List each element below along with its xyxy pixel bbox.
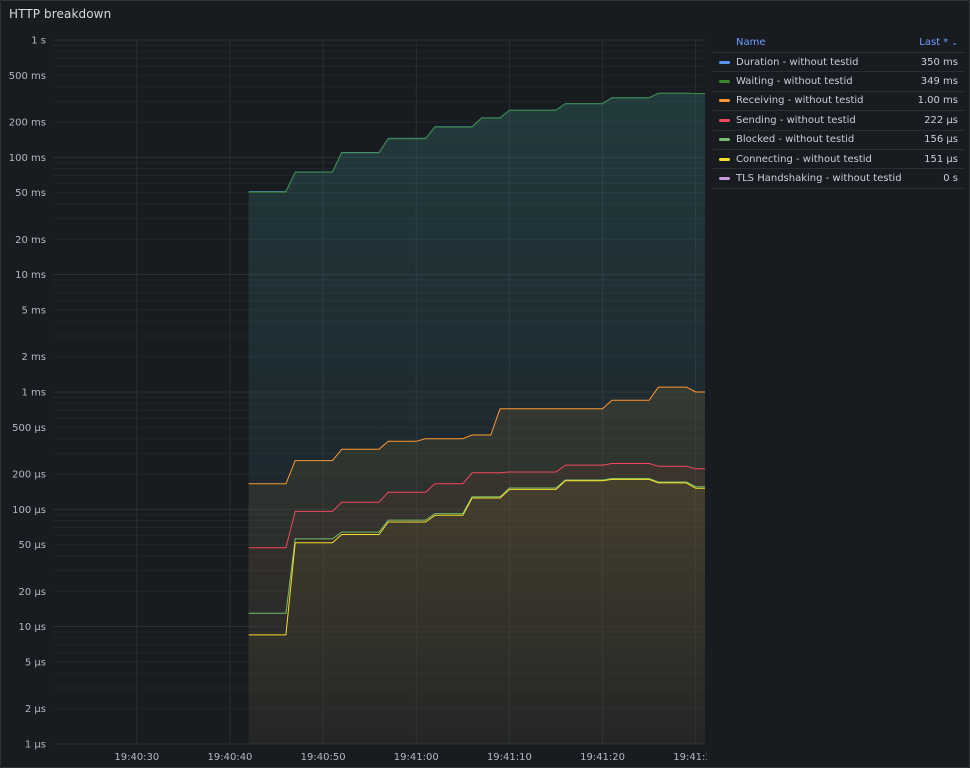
series-color-swatch (719, 118, 730, 122)
panel-title[interactable]: HTTP breakdown (9, 7, 112, 21)
legend-item-last-value: 151 µs (924, 153, 958, 165)
y-axis: 1 s 500 ms 200 ms 100 ms 50 ms 20 ms 10 ms 5 ms… (9, 36, 46, 751)
legend-item-sending[interactable]: Sending - without testid 222 µs (713, 111, 964, 131)
y-tick-label: 100 µs (12, 505, 46, 516)
series-line-sending-without-testid (248, 463, 705, 549)
series-lines (248, 92, 705, 636)
legend-table: Name Last * ⌄ Duration - without testid … (713, 33, 964, 189)
legend-item-name: TLS Handshaking - without testid (736, 173, 902, 185)
legend-item-tls-handshaking[interactable]: TLS Handshaking - without testid 0 s (713, 169, 964, 189)
legend-item-last-value: 1.00 ms (917, 95, 958, 107)
y-tick-label: 20 µs (19, 587, 46, 598)
legend-header-last-label: Last * (919, 37, 949, 48)
y-tick-label: 100 ms (9, 153, 46, 164)
series-line-waiting-without-testid (248, 92, 705, 193)
series-line-blocked-without-testid (248, 478, 705, 614)
y-tick-label: 50 µs (19, 540, 46, 551)
y-tick-label: 1 ms (22, 388, 47, 399)
series-fill-connecting-without-testid (248, 479, 705, 744)
x-tick-label: 19:41:30 (673, 752, 707, 763)
series-line-receiving-without-testid (248, 386, 705, 485)
legend-item-blocked[interactable]: Blocked - without testid 156 µs (713, 131, 964, 150)
y-tick-label: 500 µs (12, 423, 46, 434)
time-series-chart[interactable]: 1 s 500 ms 200 ms 100 ms 50 ms 20 ms 10 ms 5 ms… (1, 1, 707, 767)
x-tick-label: 19:40:40 (208, 752, 253, 763)
legend-item-name: Duration - without testid (736, 56, 859, 68)
legend-header: Name Last * ⌄ (713, 33, 964, 53)
y-tick-label: 200 µs (12, 470, 46, 481)
legend-item-last-value: 222 µs (924, 114, 958, 126)
y-tick-label: 500 ms (9, 71, 46, 82)
y-tick-label: 200 ms (9, 118, 46, 129)
legend-item-name: Sending - without testid (736, 114, 856, 126)
legend-item-connecting[interactable]: Connecting - without testid 151 µs (713, 150, 964, 170)
y-tick-label: 10 ms (15, 270, 46, 281)
legend-item-last-value: 156 µs (924, 134, 958, 146)
x-tick-label: 19:41:10 (487, 752, 532, 763)
y-tick-label: 2 ms (22, 352, 47, 363)
x-tick-label: 19:41:20 (580, 752, 625, 763)
legend-item-name: Blocked - without testid (736, 134, 855, 146)
series-color-swatch (719, 99, 730, 103)
x-tick-label: 19:40:50 (301, 752, 346, 763)
legend-item-last-value: 349 ms (920, 76, 958, 88)
chevron-down-icon: ⌄ (951, 38, 958, 47)
y-tick-label: 20 ms (15, 235, 46, 246)
legend-header-name[interactable]: Name (736, 37, 766, 48)
x-tick-label: 19:40:30 (114, 752, 159, 763)
legend-item-waiting[interactable]: Waiting - without testid 349 ms (713, 72, 964, 92)
series-color-swatch (719, 157, 730, 161)
legend-item-receiving[interactable]: Receiving - without testid 1.00 ms (713, 92, 964, 112)
y-tick-label: 2 µs (25, 704, 46, 715)
series-fills (248, 93, 705, 744)
x-tick-label: 19:41:00 (394, 752, 439, 763)
y-tick-label: 5 ms (22, 305, 47, 316)
series-line-connecting-without-testid (248, 478, 705, 636)
series-color-swatch (719, 80, 730, 84)
x-axis: 19:40:30 19:40:40 19:40:50 19:41:00 19:41:10… (114, 752, 707, 763)
y-tick-label: 10 µs (19, 622, 46, 633)
y-tick-label: 50 ms (15, 188, 46, 199)
y-tick-label: 1 µs (25, 740, 46, 751)
legend-item-name: Connecting - without testid (736, 153, 872, 165)
legend-item-last-value: 0 s (943, 173, 958, 185)
y-tick-label: 1 s (31, 36, 46, 47)
legend-header-last-sort[interactable]: Last * ⌄ (919, 37, 958, 48)
legend-item-duration[interactable]: Duration - without testid 350 ms (713, 53, 964, 73)
series-color-swatch (719, 177, 730, 181)
series-color-swatch (719, 60, 730, 64)
legend-item-name: Waiting - without testid (736, 76, 853, 88)
legend-item-last-value: 350 ms (920, 56, 958, 68)
series-color-swatch (719, 138, 730, 142)
y-tick-label: 5 µs (25, 657, 46, 668)
legend-item-name: Receiving - without testid (736, 95, 864, 107)
